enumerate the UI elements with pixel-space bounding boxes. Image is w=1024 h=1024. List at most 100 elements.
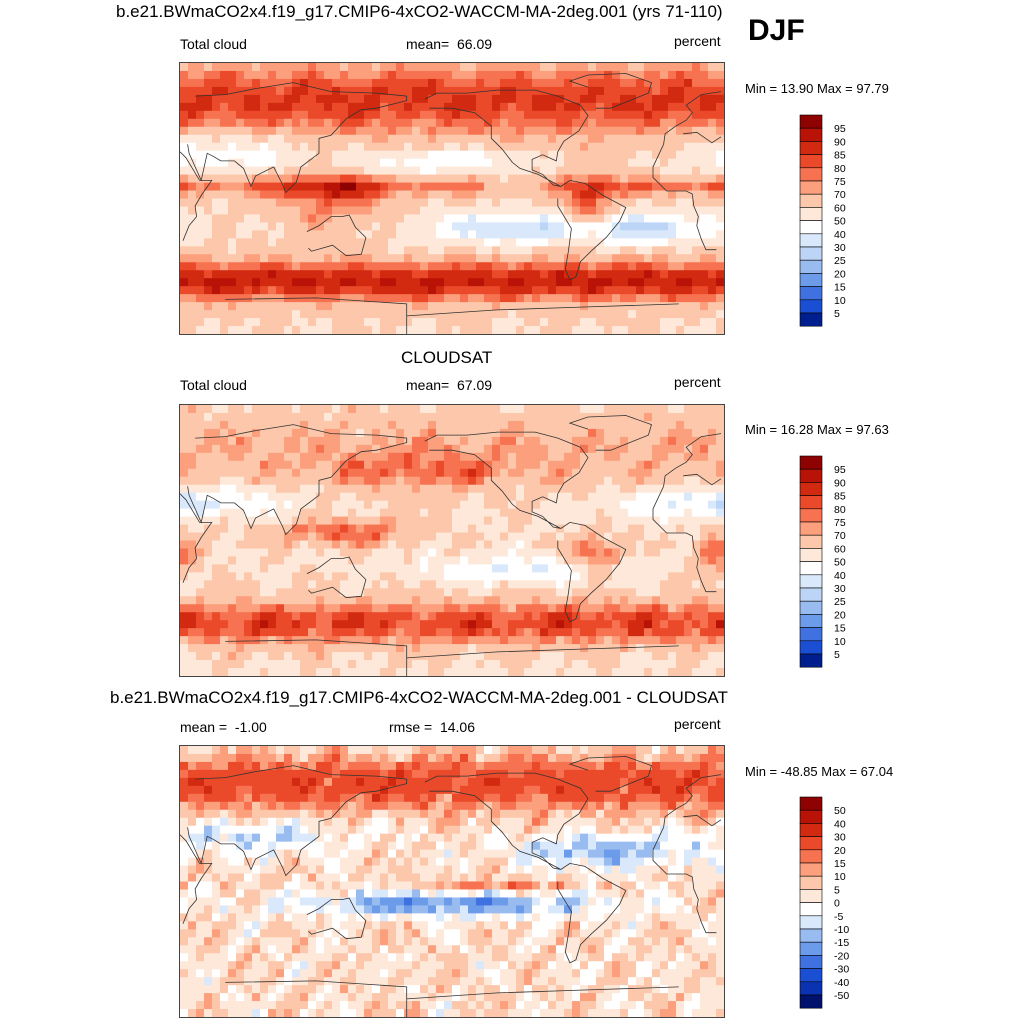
colorbar-level-label: 80 — [834, 504, 846, 516]
panel2-title: CLOUDSAT — [401, 348, 493, 367]
colorbar-swatch — [799, 534, 823, 549]
colorbar-swatch — [799, 600, 823, 615]
colorbar-swatch — [799, 220, 823, 235]
coastline — [187, 765, 408, 877]
panel2-variable: Total cloud — [180, 377, 247, 393]
panel3-rmse: rmse = 14.06 — [389, 719, 475, 735]
coastline — [652, 486, 717, 593]
colorbar-swatch — [799, 614, 823, 628]
coastline — [568, 73, 652, 109]
colorbar-level-label: 10 — [834, 295, 846, 307]
colorbar-swatch — [799, 574, 823, 589]
colorbar-level-label: 95 — [834, 464, 846, 476]
colorbar-level-label: -30 — [834, 964, 849, 976]
panel3-colorbar: 50 40 30 20 15 10 5 0 -5 -10 -15 -20 -30 -40 -50 — [799, 796, 870, 1010]
colorbar-level-label: 60 — [834, 202, 846, 214]
panel3-min-value: -48.85 — [780, 764, 818, 779]
colorbar-level-label: -15 — [834, 937, 849, 949]
coastline — [652, 827, 717, 934]
coastline — [187, 424, 408, 536]
colorbar-swatch — [799, 561, 823, 576]
colorbar-swatch — [799, 902, 823, 917]
colorbar-level-label: 40 — [834, 229, 846, 241]
colorbar-level-label: 85 — [834, 150, 846, 162]
panel2-mean-value: 67.09 — [456, 377, 493, 393]
colorbar-swatch — [799, 862, 823, 877]
panel1-max-value: 97.79 — [856, 81, 889, 96]
colorbar-level-label: -20 — [834, 950, 849, 962]
coastline — [683, 814, 722, 827]
colorbar-swatch — [799, 495, 823, 510]
colorbar-swatch — [799, 796, 823, 811]
colorbar-swatch — [799, 981, 823, 996]
colorbar-level-label: 20 — [834, 845, 846, 857]
field-cells — [180, 405, 724, 676]
panel3-map — [179, 745, 725, 1018]
coastline — [225, 639, 408, 676]
coastline — [180, 834, 213, 924]
panel2-mean: mean= 67.09 — [406, 377, 492, 393]
colorbar-swatch — [799, 836, 823, 851]
colorbar-swatch — [799, 994, 823, 1009]
colorbar-level-label: 70 — [834, 530, 846, 542]
colorbar-level-label: 95 — [834, 123, 846, 135]
panel2-colorbar: 95 90 85 80 75 70 60 50 40 30 25 20 15 10 5 — [799, 455, 870, 669]
coastline — [306, 897, 367, 940]
panel1-min-value: 13.90 — [780, 81, 814, 96]
colorbar-swatch — [799, 875, 823, 890]
colorbar-level-label: 10 — [834, 636, 846, 648]
field-cells — [180, 63, 724, 334]
panel3-mean: mean = -1.00 — [180, 719, 267, 735]
colorbar-level-label: 30 — [834, 242, 846, 254]
colorbar-swatch — [799, 627, 823, 642]
colorbar-swatch — [799, 640, 823, 655]
colorbar-level-label: 15 — [834, 282, 846, 294]
coastline — [406, 303, 679, 317]
panel3-mean-label: mean = — [180, 719, 228, 735]
panel3-min-label: Min = — [745, 764, 778, 779]
panel1-title: b.e21.BWmaCO2x4.f19_g17.CMIP6-4xCO2-WACC… — [116, 2, 723, 21]
colorbar-swatch — [799, 955, 823, 969]
colorbar-swatch — [799, 180, 823, 195]
colorbar-level-label: 90 — [834, 477, 846, 489]
colorbar-swatch — [799, 508, 823, 523]
coastline — [652, 144, 717, 251]
panel2-min-value: 16.28 — [780, 422, 814, 437]
colorbar-swatch — [799, 141, 823, 155]
colorbar-swatch — [799, 312, 823, 327]
colorbar-swatch — [799, 521, 823, 536]
colorbar-swatch — [799, 207, 823, 221]
colorbar-swatch — [799, 968, 823, 983]
colorbar-level-label: 5 — [834, 649, 840, 661]
colorbar-level-label: 20 — [834, 609, 846, 621]
panel1-max-label: Max = — [816, 81, 853, 96]
colorbar-level-label: 50 — [834, 805, 846, 817]
colorbar-level-label: 50 — [834, 216, 846, 228]
colorbar-swatch — [799, 653, 823, 668]
coastline — [180, 493, 213, 583]
colorbar-swatch — [799, 193, 823, 208]
colorbar-level-label: 90 — [834, 136, 846, 148]
colorbar-level-label: 10 — [834, 871, 846, 883]
colorbar-swatch — [799, 455, 823, 470]
colorbar-level-label: 50 — [834, 557, 846, 569]
panel1-units: percent — [674, 33, 721, 49]
panel1-map — [179, 62, 725, 335]
colorbar-swatch — [799, 154, 823, 169]
colorbar-level-label: -5 — [834, 911, 843, 923]
coastline — [225, 980, 408, 1017]
panel2-max-value: 97.63 — [856, 422, 889, 437]
coastline — [557, 179, 627, 281]
colorbar-level-label: 75 — [834, 517, 846, 529]
colorbar-level-label: 20 — [834, 268, 846, 280]
coastline — [683, 131, 722, 144]
colorbar-level-label: 80 — [834, 163, 846, 175]
colorbar-swatch — [799, 286, 823, 301]
panel2-min-label: Min = — [745, 422, 778, 437]
colorbar-level-label: 5 — [834, 308, 840, 320]
colorbar-swatch — [799, 127, 823, 142]
colorbar-level-label: 0 — [834, 898, 840, 910]
coastline — [406, 986, 679, 1000]
panel3-minmax: Min = -48.85 Max = 67.04 — [745, 764, 893, 779]
panel2-max-label: Max = — [816, 422, 853, 437]
